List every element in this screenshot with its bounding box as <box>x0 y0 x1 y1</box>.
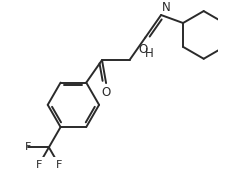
Text: F: F <box>56 160 62 170</box>
Text: F: F <box>25 142 31 152</box>
Text: O: O <box>102 86 111 99</box>
Text: N: N <box>162 1 171 14</box>
Text: F: F <box>35 160 42 170</box>
Text: H: H <box>145 47 153 60</box>
Text: O: O <box>139 43 148 56</box>
